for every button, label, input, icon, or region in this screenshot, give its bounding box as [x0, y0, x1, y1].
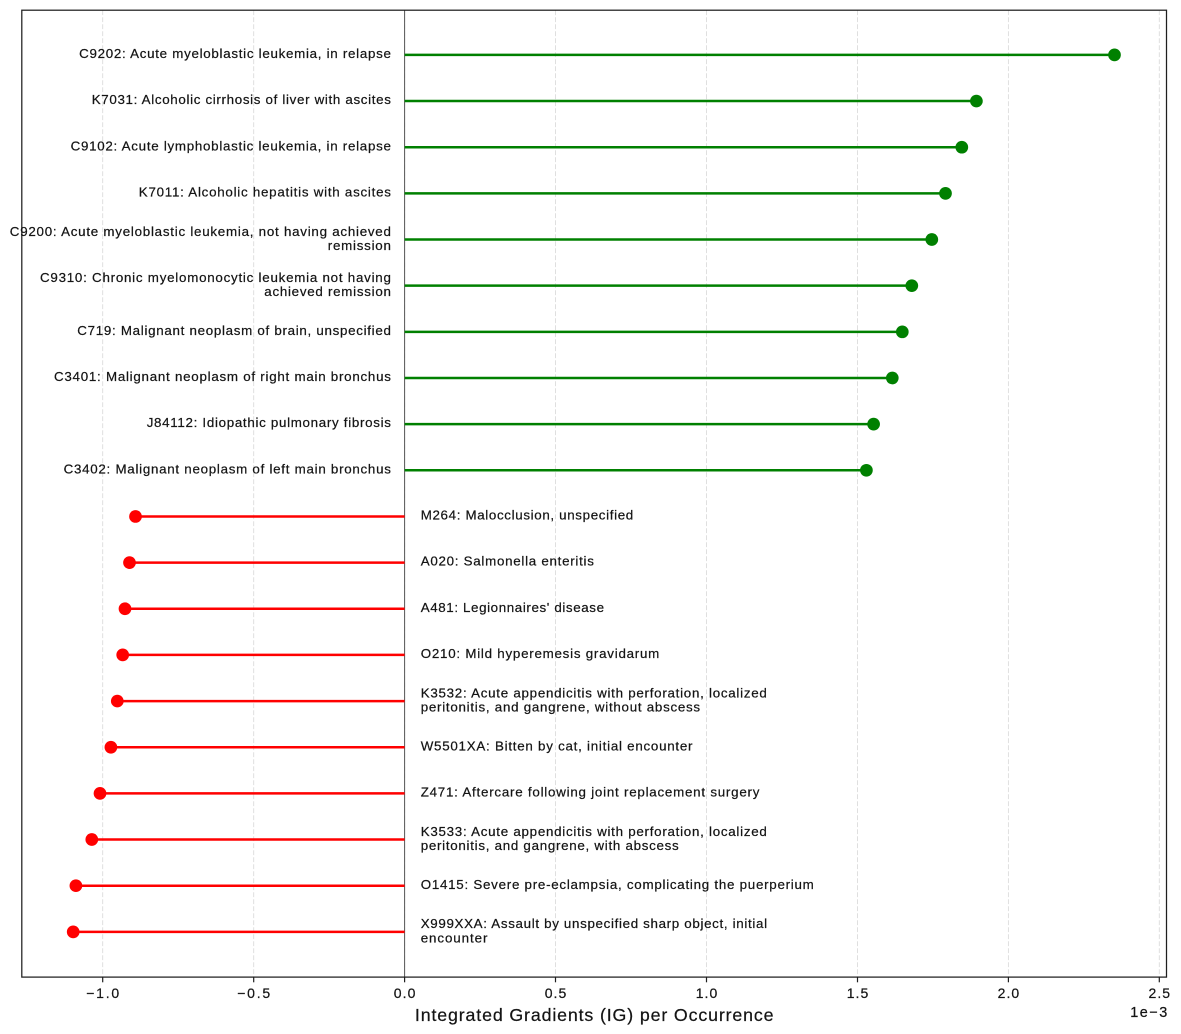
svg-text:1.0: 1.0: [696, 985, 718, 1001]
svg-text:C3402: Malignant neoplasm of l: C3402: Malignant neoplasm of left main b…: [64, 461, 392, 476]
svg-text:M264: Malocclusion, unspecifie: M264: Malocclusion, unspecified: [421, 508, 634, 523]
svg-text:A020: Salmonella enteritis: A020: Salmonella enteritis: [421, 554, 595, 569]
svg-text:0.5: 0.5: [545, 985, 567, 1001]
svg-text:O1415: Severe pre-eclampsia, c: O1415: Severe pre-eclampsia, complicatin…: [421, 877, 814, 892]
svg-text:K7031: Alcoholic cirrhosis of: K7031: Alcoholic cirrhosis of liver with…: [92, 92, 392, 107]
svg-text:J84112: Idiopathic pulmonary f: J84112: Idiopathic pulmonary fibrosis: [147, 415, 392, 430]
svg-text:A481: Legionnaires' disease: A481: Legionnaires' disease: [421, 600, 604, 615]
svg-text:K7011: Alcoholic hepatitis wit: K7011: Alcoholic hepatitis with ascites: [139, 184, 391, 199]
svg-text:Integrated Gradients (IG) per: Integrated Gradients (IG) per Occurrence: [415, 1005, 774, 1025]
svg-text:2.5: 2.5: [1149, 985, 1171, 1001]
svg-text:peritonitis, and gangrene, wit: peritonitis, and gangrene, without absce…: [421, 699, 701, 714]
svg-text:0.0: 0.0: [394, 985, 416, 1001]
svg-text:C719: Malignant neoplasm of br: C719: Malignant neoplasm of brain, unspe…: [77, 323, 391, 338]
svg-text:remission: remission: [328, 238, 391, 253]
svg-text:C3401: Malignant neoplasm of r: C3401: Malignant neoplasm of right main …: [54, 369, 391, 384]
svg-text:−1.0: −1.0: [86, 985, 119, 1001]
svg-text:O210: Mild hyperemesis gravida: O210: Mild hyperemesis gravidarum: [421, 646, 660, 661]
svg-text:Z471: Aftercare following join: Z471: Aftercare following joint replacem…: [421, 784, 760, 799]
svg-text:C9200: Acute myeloblastic leuk: C9200: Acute myeloblastic leukemia, not …: [10, 224, 391, 239]
svg-text:peritonitis, and gangrene, wit: peritonitis, and gangrene, with abscess: [421, 838, 679, 853]
svg-text:C9102: Acute lymphoblastic leu: C9102: Acute lymphoblastic leukemia, in …: [71, 138, 391, 153]
svg-text:1.5: 1.5: [847, 985, 869, 1001]
svg-text:C9310: Chronic myelomonocytic: C9310: Chronic myelomonocytic leukemia n…: [40, 270, 391, 285]
svg-text:X999XXA: Assault by unspecifie: X999XXA: Assault by unspecified sharp ob…: [421, 916, 767, 931]
svg-text:1e−3: 1e−3: [1130, 1005, 1167, 1021]
svg-text:K3533: Acute appendicitis with: K3533: Acute appendicitis with perforati…: [421, 824, 767, 839]
svg-text:K3532: Acute appendicitis with: K3532: Acute appendicitis with perforati…: [421, 685, 767, 700]
svg-text:W5501XA: Bitten by cat, initia: W5501XA: Bitten by cat, initial encounte…: [421, 738, 693, 753]
svg-text:encounter: encounter: [421, 930, 488, 945]
svg-text:achieved remission: achieved remission: [264, 284, 391, 299]
svg-text:2.0: 2.0: [998, 985, 1020, 1001]
svg-text:−0.5: −0.5: [237, 985, 270, 1001]
svg-text:C9202: Acute myeloblastic leuk: C9202: Acute myeloblastic leukemia, in r…: [79, 46, 391, 61]
